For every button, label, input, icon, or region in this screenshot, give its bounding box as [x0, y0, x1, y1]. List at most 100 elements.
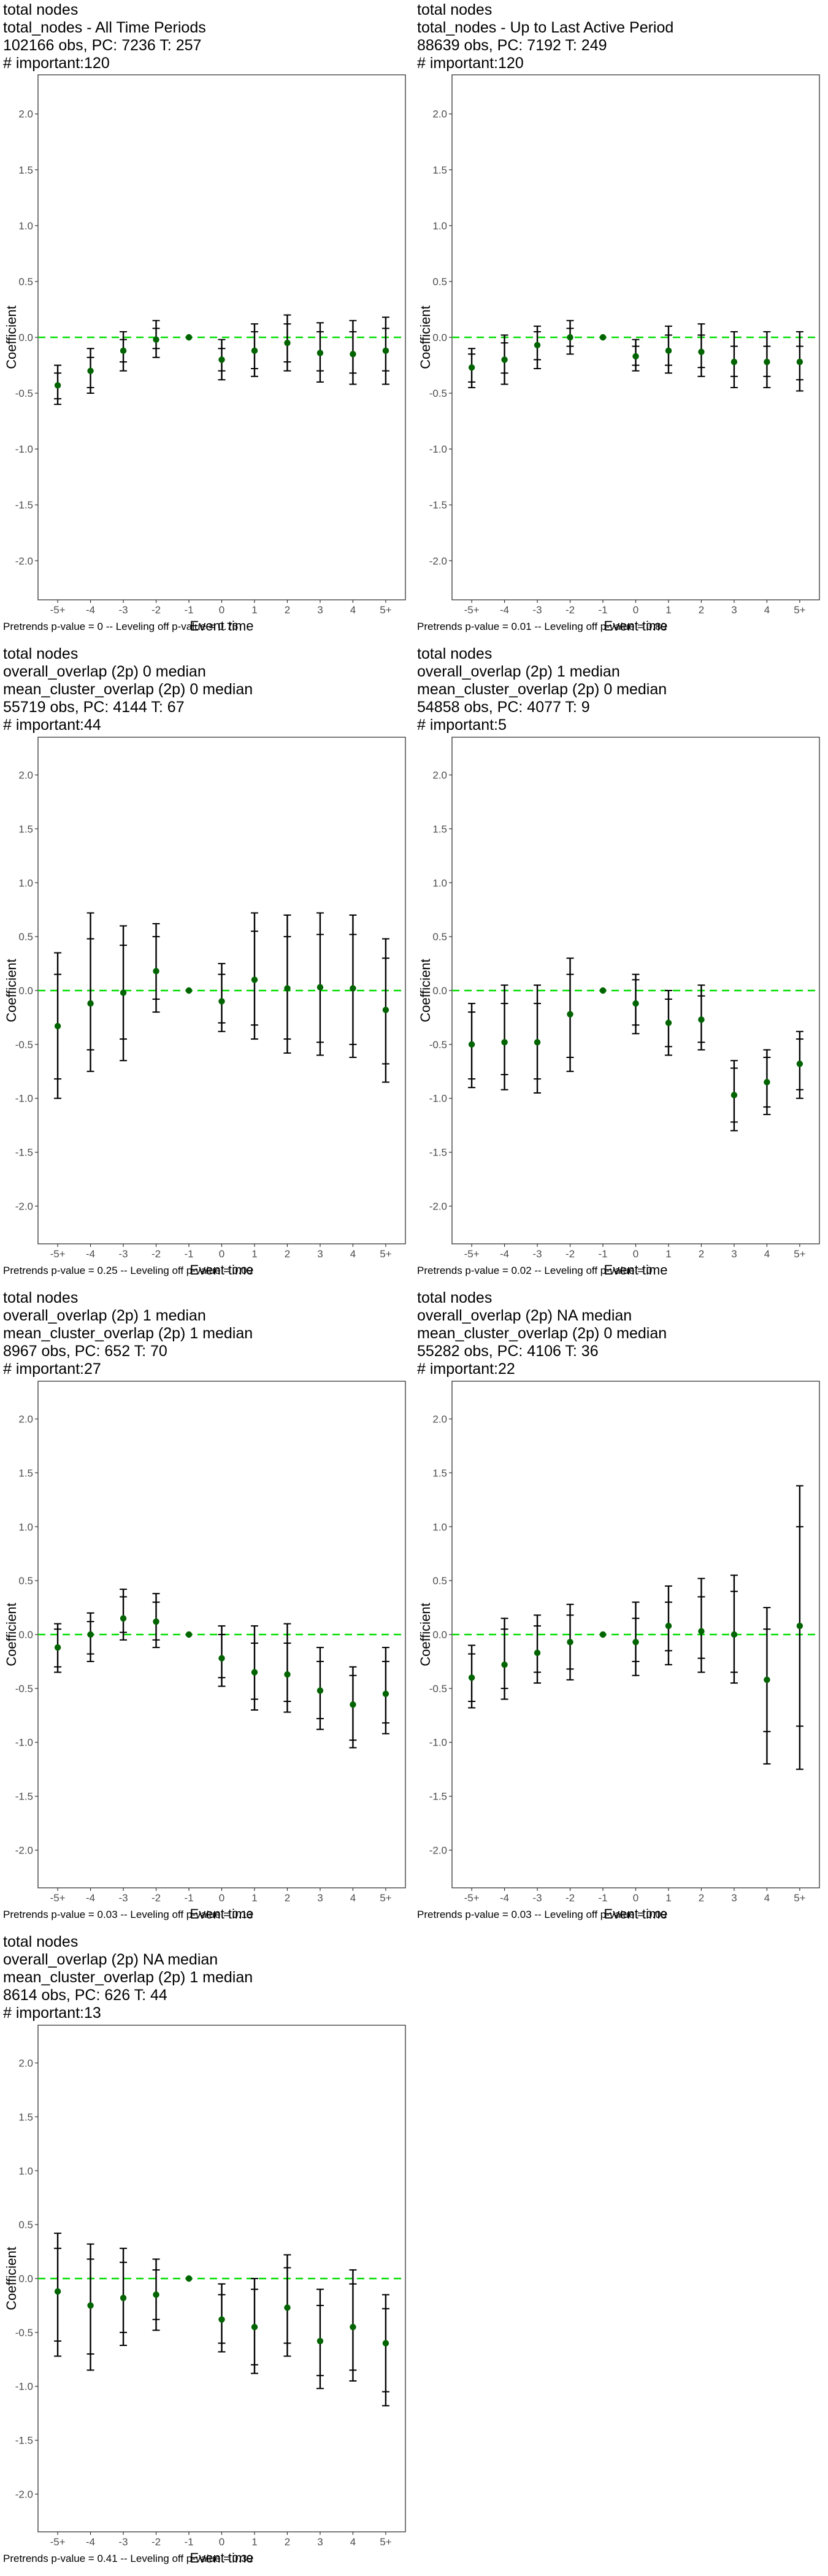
- x-tick-label: 5+: [380, 2536, 391, 2548]
- estimate-point: [350, 2323, 356, 2331]
- x-tick-label: -5+: [464, 604, 480, 616]
- chart-title-line: 8967 obs, PC: 652 T: 70: [3, 1343, 167, 1360]
- chart-title-line: # important:120: [3, 55, 110, 72]
- y-tick-label: 0.0: [432, 332, 447, 343]
- x-tick-label: -4: [500, 604, 509, 616]
- x-tick-label: 5+: [794, 1248, 805, 1260]
- estimate-point: [87, 1631, 94, 1638]
- chart-title-line: total nodes: [3, 1, 79, 18]
- y-tick-label: 1.0: [18, 2165, 33, 2177]
- chart-footer-note: Pretrends p-value = 0 -- Leveling off p-…: [3, 621, 239, 632]
- y-tick-label: 1.5: [18, 823, 33, 835]
- y-tick-label: -0.5: [15, 1683, 33, 1695]
- chart-title-line: total nodes: [417, 645, 493, 662]
- y-tick-label: -2.0: [15, 2488, 33, 2500]
- chart-title: total nodes total_nodes - Up to Last Acti…: [417, 1, 673, 72]
- x-tick-label: 1: [665, 1892, 671, 1904]
- x-tick-label: 3: [731, 1248, 737, 1260]
- estimate-point: [316, 984, 324, 991]
- x-tick-label: -2: [565, 1892, 575, 1904]
- x-tick-label: -3: [118, 2536, 128, 2548]
- estimate-point: [599, 1631, 607, 1638]
- chart-title: total nodes total_nodes - All Time Period…: [3, 1, 206, 72]
- chart-title-line: overall_overlap (2p) 1 median: [417, 663, 620, 680]
- y-tick-label: 1.0: [432, 877, 447, 889]
- estimate-point: [185, 2275, 193, 2282]
- y-axis-label: Coefficient: [418, 305, 433, 369]
- y-tick-label: -2.0: [15, 1200, 33, 1212]
- y-tick-label: 1.0: [18, 877, 33, 889]
- x-tick-label: -5+: [50, 2536, 66, 2548]
- x-tick-label: 4: [764, 1892, 770, 1904]
- y-tick-label: -1.5: [15, 499, 33, 511]
- estimate-point: [251, 2323, 258, 2331]
- chart-title-line: 102166 obs, PC: 7236 T: 257: [3, 37, 202, 54]
- y-tick-label: 1.5: [18, 164, 33, 176]
- chart-title-line: overall_overlap (2p) NA median: [417, 1307, 632, 1324]
- y-tick-label: 0.0: [432, 1629, 447, 1641]
- x-tick-label: -4: [500, 1248, 509, 1260]
- chart-footer-note: Pretrends p-value = 0.02 -- Leveling off…: [417, 1265, 653, 1276]
- x-tick-label: 5+: [380, 1248, 391, 1260]
- x-tick-label: -3: [118, 1248, 128, 1260]
- estimate-point: [153, 2291, 159, 2298]
- y-tick-label: 0.5: [432, 276, 447, 288]
- estimate-point: [120, 2294, 127, 2301]
- y-tick-label: -1.5: [15, 1147, 33, 1159]
- x-tick-label: 2: [699, 1248, 704, 1260]
- x-axis-label: Event time: [190, 618, 254, 634]
- estimate-point: [468, 364, 475, 371]
- estimate-point: [599, 987, 607, 994]
- estimate-point: [120, 989, 127, 996]
- chart-title: total nodes overall_overlap (2p) NA media…: [417, 1289, 667, 1378]
- estimate-point: [796, 1060, 803, 1067]
- x-tick-label: 3: [317, 1248, 323, 1260]
- chart-title-line: total nodes: [3, 1289, 79, 1306]
- estimate-point: [382, 347, 389, 355]
- y-tick-label: -1.0: [15, 443, 33, 455]
- x-tick-label: -1: [598, 1248, 607, 1260]
- chart-title-line: total nodes: [417, 1, 493, 18]
- chart-panel-6: total nodes overall_overlap (2p) NA media…: [0, 1932, 414, 2576]
- y-tick-label: 1.0: [18, 1521, 33, 1533]
- x-tick-label: -4: [86, 604, 95, 616]
- x-tick-label: 1: [251, 2536, 257, 2548]
- x-tick-label: 4: [350, 2536, 356, 2548]
- estimate-point: [730, 358, 738, 366]
- x-tick-label: 0: [633, 604, 638, 616]
- y-tick-label: -0.5: [15, 1039, 33, 1051]
- x-tick-label: 5+: [794, 604, 805, 616]
- x-tick-label: 0: [633, 1248, 638, 1260]
- estimate-point: [599, 334, 607, 341]
- estimate-point: [468, 1041, 475, 1048]
- chart-title: total nodes overall_overlap (2p) 1 median…: [417, 645, 667, 734]
- estimate-point: [316, 2337, 324, 2345]
- estimate-point: [567, 1639, 573, 1646]
- estimate-point: [350, 1701, 356, 1708]
- estimate-point: [251, 976, 258, 983]
- x-tick-label: 2: [699, 604, 704, 616]
- x-tick-label: -2: [565, 1248, 575, 1260]
- x-tick-label: -1: [184, 1248, 193, 1260]
- x-tick-label: 4: [350, 1248, 356, 1260]
- y-tick-label: 0.5: [18, 1575, 33, 1587]
- y-tick-label: 0.0: [18, 2273, 33, 2285]
- y-tick-label: 1.5: [432, 823, 447, 835]
- chart-panel-2: total nodes overall_overlap (2p) 0 median…: [0, 644, 414, 1288]
- chart-title-line: 54858 obs, PC: 4077 T: 9: [417, 699, 590, 716]
- chart-title-line: total nodes: [3, 1933, 79, 1950]
- x-axis-label: Event time: [190, 1262, 254, 1278]
- estimate-point: [185, 1631, 193, 1638]
- y-tick-label: 1.0: [432, 220, 447, 232]
- y-tick-label: -1.5: [429, 499, 447, 511]
- estimate-point: [218, 356, 225, 363]
- estimate-point: [153, 336, 159, 343]
- chart-title-line: 55282 obs, PC: 4106 T: 36: [417, 1343, 599, 1360]
- x-tick-label: -2: [565, 604, 575, 616]
- chart-svg: -2.0 -1.5 -1.0 -0.5 0.0 0.5 1.0 1.5 2.0 -5+ -4 -3 -2…: [418, 74, 820, 634]
- x-tick-label: -4: [86, 1892, 95, 1904]
- x-tick-label: -3: [532, 1248, 542, 1260]
- y-tick-label: 1.5: [432, 164, 447, 176]
- estimate-point: [665, 1019, 672, 1026]
- x-tick-label: -5+: [50, 1248, 66, 1260]
